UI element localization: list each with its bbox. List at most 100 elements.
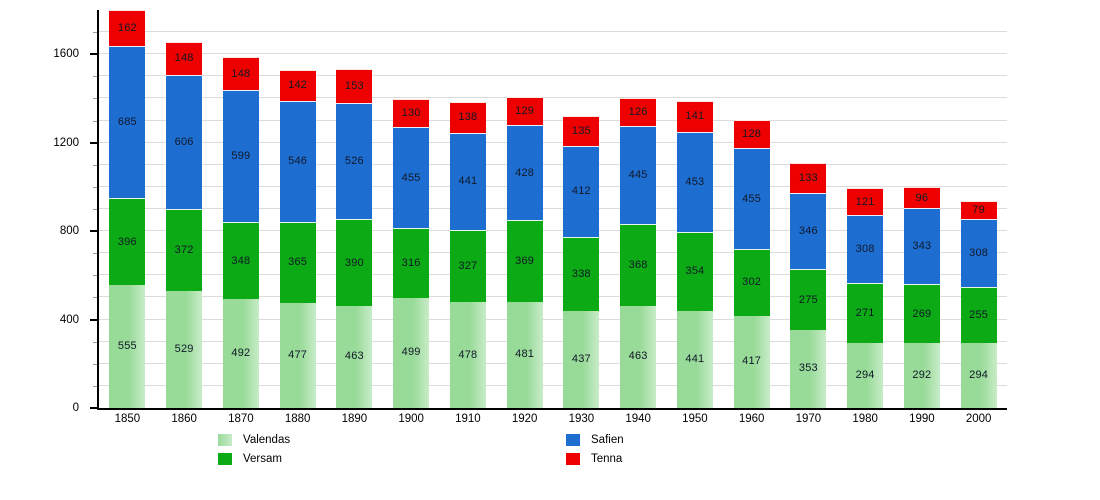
legend-entry-versam: Versam [218, 450, 290, 467]
bar-value-label: 368 [628, 258, 648, 271]
bar-value-label: 437 [571, 353, 591, 366]
bar-group-1940: 463 368 445 126 [610, 10, 667, 408]
bar-group-1950: 441 354 453 141 [667, 10, 724, 408]
bar-value-label: 396 [117, 235, 137, 248]
y-axis-tick-label: 0 [72, 402, 79, 414]
gridline [99, 31, 1007, 33]
bar-segment-versam-1890: 390 [336, 219, 373, 306]
bar-segment-tenna-1860: 148 [166, 42, 203, 75]
gridline [99, 252, 1007, 254]
bar-value-label: 417 [742, 355, 762, 368]
legend-swatch-tenna [566, 452, 580, 465]
bar-group-1850: 555 396 685 162 [99, 10, 156, 408]
stacked-bar-1880: 477 365 546 142 [279, 69, 316, 408]
bar-segment-safien-1870: 599 [222, 89, 259, 223]
bar-value-label: 129 [515, 105, 535, 118]
x-axis-label-1850: 1850 [114, 413, 141, 425]
bar-group-1870: 492 348 599 148 [213, 10, 270, 408]
y-axis-tick-mark [90, 318, 97, 321]
bar-value-label: 308 [855, 243, 875, 256]
plot-area: 555 396 685 162 529 372 606 148 492 348 599 148 477 3… [97, 10, 1007, 410]
bar-value-label: 346 [798, 224, 818, 237]
stacked-bar-1960: 417 302 455 128 [733, 120, 770, 408]
x-axis-label-1890: 1890 [341, 413, 368, 425]
bar-segment-safien-1950: 453 [676, 132, 713, 233]
bar-group-1980: 294 271 308 121 [837, 10, 894, 408]
bar-segment-tenna-1910: 138 [449, 102, 486, 133]
bar-segment-versam-1860: 372 [166, 208, 203, 291]
bar-group-2000: 294 255 308 79 [950, 10, 1007, 408]
gridline [99, 340, 1007, 342]
bar-segment-safien-1980: 308 [847, 215, 884, 284]
bar-value-label: 481 [515, 348, 535, 361]
bar-segment-versam-1940: 368 [620, 224, 657, 306]
bar-value-label: 148 [174, 52, 194, 65]
y-axis-minor-tick [93, 209, 97, 210]
bar-segment-valendas-1850: 555 [109, 285, 146, 408]
y-axis-tick-label: 800 [59, 225, 79, 238]
x-axis-label-1950: 1950 [682, 413, 708, 425]
bar-group-1900: 499 316 455 130 [383, 10, 440, 408]
bar-value-label: 369 [515, 254, 535, 267]
stacked-bar-1940: 463 368 445 126 [620, 97, 657, 408]
y-axis-minor-tick [93, 32, 97, 34]
bar-segment-tenna-1960: 128 [733, 120, 770, 149]
bar-segment-safien-1920: 428 [506, 125, 543, 221]
bar-value-label: 141 [685, 110, 705, 123]
legend-label: Valendas [243, 433, 291, 446]
bar-value-label: 499 [401, 346, 421, 359]
x-axis-label-2000: 2000 [965, 413, 992, 425]
bar-segment-valendas-1870: 492 [222, 299, 259, 408]
bar-value-label: 128 [742, 128, 762, 141]
stacked-bar-1920: 481 369 428 129 [506, 96, 543, 408]
bar-value-label: 316 [401, 256, 421, 269]
bar-segment-valendas-1940: 463 [620, 305, 657, 408]
y-axis-tick-mark [90, 407, 97, 409]
bar-value-label: 338 [571, 268, 591, 281]
bar-segment-valendas-1970: 353 [790, 329, 827, 408]
bar-value-label: 441 [685, 352, 705, 365]
bar-value-label: 130 [401, 106, 421, 119]
y-axis: 0 400 800 1200 1600 [0, 10, 97, 414]
bar-value-label: 255 [969, 308, 989, 321]
stacked-bar-1950: 441 354 453 141 [676, 100, 713, 408]
stacked-bar-1910: 478 327 441 138 [449, 102, 486, 408]
bar-value-label: 555 [117, 340, 137, 353]
gridline [99, 230, 1007, 232]
gridline [99, 208, 1007, 209]
y-axis-minor-tick [93, 253, 97, 255]
bar-segment-versam-1980: 271 [847, 283, 884, 343]
y-axis-minor-tick [93, 120, 97, 122]
bar-segment-versam-1960: 302 [733, 249, 770, 316]
bar-value-label: 294 [855, 369, 875, 381]
bar-value-label: 327 [458, 260, 478, 273]
legend-column: Safien Tenna [566, 431, 624, 469]
stacked-bar-1970: 353 275 346 133 [790, 163, 827, 408]
bar-segment-valendas-1900: 499 [393, 297, 430, 408]
bar-value-label: 294 [969, 369, 989, 381]
bar-value-label: 126 [628, 105, 648, 118]
y-axis-tick-mark [90, 230, 97, 233]
legend-swatch-valendas [218, 433, 232, 446]
bar-value-label: 599 [231, 150, 251, 163]
x-axis-label-1880: 1880 [284, 413, 311, 425]
bar-segment-tenna-1950: 141 [676, 100, 713, 133]
y-axis-minor-tick [93, 297, 97, 299]
bar-group-1910: 478 327 441 138 [440, 10, 497, 408]
bar-value-label: 308 [969, 246, 989, 259]
x-axis-label-1970: 1970 [795, 413, 822, 425]
bar-value-label: 445 [628, 169, 648, 182]
bar-segment-tenna-1900: 130 [393, 98, 430, 128]
bar-value-label: 135 [571, 124, 591, 137]
bar-group-1970: 353 275 346 133 [780, 10, 837, 408]
bar-segment-tenna-1850: 162 [109, 10, 146, 47]
legend-label: Versam [243, 452, 282, 465]
legend-label: Tenna [591, 452, 623, 465]
bar-segment-valendas-1920: 481 [506, 301, 543, 408]
bar-segment-valendas-1890: 463 [336, 305, 373, 408]
bar-value-label: 162 [117, 22, 137, 35]
bar-segment-tenna-2000: 79 [960, 201, 997, 219]
x-axis-label-1960: 1960 [738, 413, 765, 425]
bar-value-label: 478 [458, 348, 478, 361]
legend-swatch-versam [218, 452, 232, 465]
